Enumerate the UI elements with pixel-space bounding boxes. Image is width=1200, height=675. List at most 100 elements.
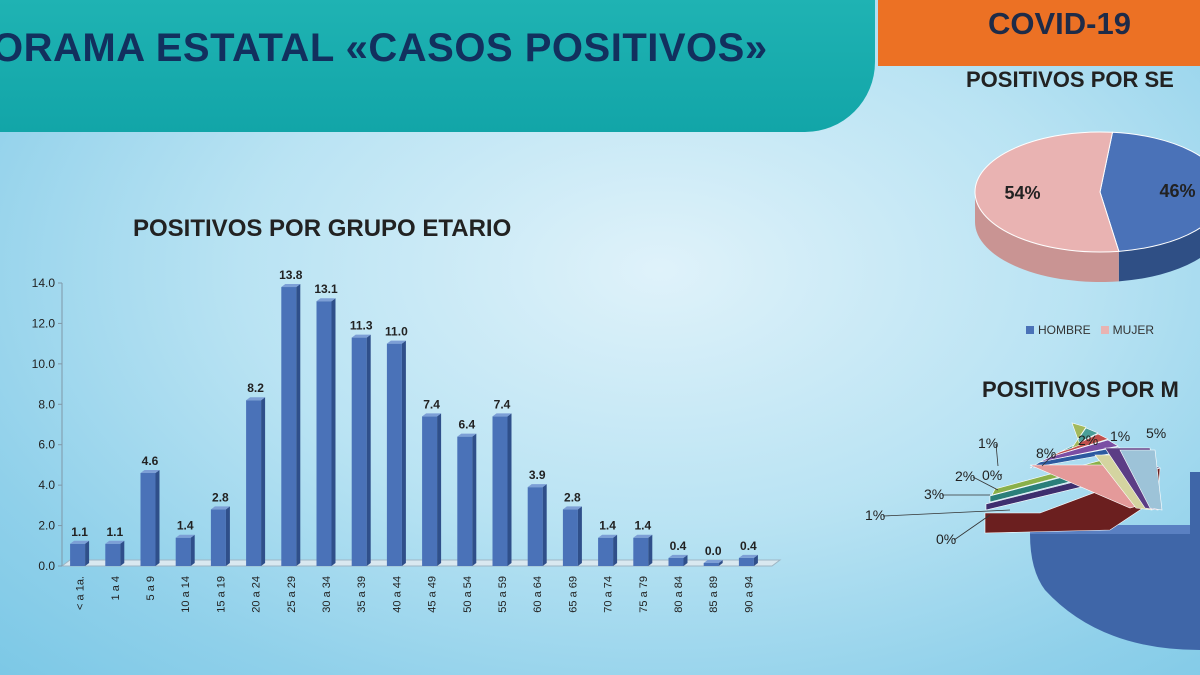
x-tick-label: 1 a 4: [110, 576, 122, 600]
pie-slice: [1039, 439, 1119, 463]
bar-value-label: 7.4: [494, 397, 511, 411]
pie-value-label: 0%: [936, 531, 956, 547]
bar-top: [246, 397, 266, 401]
bar-side: [648, 534, 653, 566]
bar-value-label: 11.3: [350, 319, 373, 333]
bar-side: [225, 506, 230, 566]
sex-legend: HOMBRE MUJER: [1026, 323, 1154, 337]
pie-slice: [974, 131, 1120, 253]
bar-value-label: 1.4: [634, 519, 651, 533]
x-tick-label: 10 a 14: [180, 576, 192, 613]
pie-slice-main-edge: [1190, 472, 1200, 542]
pie-value-label: 5%: [1146, 425, 1166, 441]
bar-side: [577, 506, 582, 566]
bar-front: [738, 557, 754, 566]
pie-value-label: 1%: [1110, 428, 1130, 444]
bar-value-label: 0.4: [740, 539, 757, 553]
bar-value-label: 3.9: [529, 468, 546, 482]
pie-value-label: 2%: [955, 468, 975, 484]
x-tick-label: 65 a 69: [567, 576, 579, 613]
bar: [246, 397, 266, 566]
legend-item: HOMBRE: [1026, 323, 1091, 337]
bar: [386, 340, 406, 566]
y-tick-label: 4.0: [38, 478, 55, 492]
bar-top: [210, 506, 230, 510]
pie-value-label: 1%: [978, 435, 998, 451]
bar-side: [718, 559, 723, 566]
leader-line: [882, 509, 1011, 517]
bar-top: [281, 284, 301, 288]
bar-value-label: 13.1: [314, 282, 338, 296]
pie-value-label: 54%: [1005, 183, 1041, 203]
sex-chart-title: POSITIVOS POR SE: [966, 67, 1174, 92]
bar: [527, 484, 547, 566]
bar: [562, 506, 582, 566]
bar: [422, 413, 442, 566]
sex-pie-chart: 46% 54%: [974, 131, 1200, 282]
bar-top: [562, 506, 582, 510]
bar-top: [105, 540, 125, 544]
x-tick-label: 15 a 19: [215, 576, 227, 613]
x-tick-label: 90 a 94: [743, 576, 755, 613]
bar-value-label: 1.1: [106, 525, 123, 539]
x-tick-label: < a 1a.: [75, 576, 87, 610]
bar-side: [613, 534, 618, 566]
bar-top: [738, 554, 758, 558]
bar-top: [140, 470, 160, 474]
bar-front: [246, 400, 262, 566]
x-tick-label: 40 a 44: [391, 576, 403, 613]
bar-top: [316, 298, 336, 302]
bar: [140, 470, 160, 566]
legend-swatch: [1026, 326, 1034, 334]
bar-top: [457, 433, 477, 437]
pie-slice: [1099, 131, 1200, 252]
pie-value-label: 3%: [924, 486, 944, 502]
bar: [351, 334, 371, 566]
pie-slice-main-side: [1030, 534, 1200, 650]
bar-top: [175, 534, 195, 538]
y-tick-label: 0.0: [38, 559, 55, 573]
bar: [70, 540, 90, 566]
leader-line: [999, 473, 1003, 477]
municipality-chart-title: POSITIVOS POR M: [982, 377, 1179, 402]
bar-top: [527, 484, 547, 488]
bar-side: [401, 340, 406, 566]
pie-value-label: 1%: [865, 507, 885, 523]
x-tick-label: 85 a 89: [708, 576, 720, 613]
covid-tag-label: COVID-19: [988, 6, 1131, 41]
pie-slice: [1059, 427, 1099, 453]
x-tick-label: 30 a 34: [321, 576, 333, 613]
pie-slice: [1029, 446, 1126, 469]
bar: [738, 554, 758, 566]
bar: [633, 534, 653, 566]
bar-front: [527, 487, 543, 566]
legend-item: MUJER: [1100, 323, 1154, 337]
bar-front: [281, 287, 297, 566]
bar-side: [296, 284, 301, 566]
y-tick-label: 6.0: [38, 438, 55, 452]
x-tick-label: 20 a 24: [251, 576, 263, 613]
bar: [598, 534, 618, 566]
bar-side: [542, 484, 547, 566]
municipality-pie-chart: 5% 1% 2% 8% 1% 0% 2% 3% 1% 0%: [865, 422, 1200, 650]
pie-value-label: 2%: [1078, 432, 1098, 448]
x-tick-label: 5 a 9: [145, 576, 157, 600]
bar-top: [598, 534, 618, 538]
bar-value-label: 11.0: [385, 325, 408, 339]
bar-side: [155, 470, 160, 566]
bar-side: [120, 540, 125, 566]
bar: [457, 433, 477, 566]
bar-value-label: 8.2: [247, 381, 264, 395]
bar-top: [70, 540, 90, 544]
bar-side: [472, 433, 477, 566]
page-title: ORAMA ESTATAL «CASOS POSITIVOS»: [0, 26, 768, 70]
pie-slice-side: [975, 192, 1119, 282]
x-tick-label: 25 a 29: [286, 576, 298, 613]
bar-value-label: 6.4: [458, 418, 475, 432]
bar-front: [668, 557, 684, 566]
bar-top: [633, 534, 653, 538]
x-tick-label: 50 a 54: [462, 576, 474, 613]
y-tick-label: 2.0: [38, 519, 55, 533]
bar-top: [422, 413, 442, 417]
bar-value-label: 1.4: [599, 519, 616, 533]
